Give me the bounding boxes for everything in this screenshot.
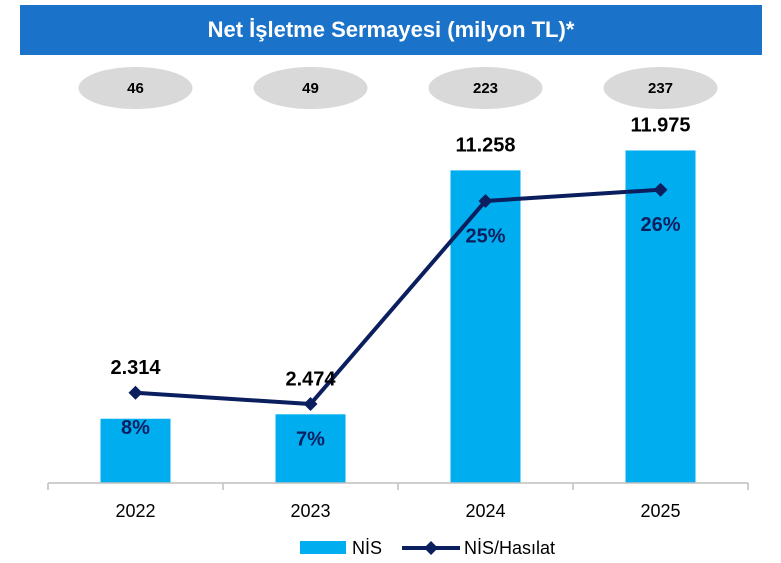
chart-title: Net İşletme Sermayesi (milyon TL)* <box>208 17 575 42</box>
x-tick-label: 2023 <box>290 501 330 521</box>
bar-value-label: 11.975 <box>630 115 690 137</box>
line-marker <box>303 397 318 412</box>
title-bar <box>20 5 762 55</box>
badge <box>78 67 193 109</box>
badge <box>603 67 718 109</box>
legend-label: NİS/Hasılat <box>464 538 555 558</box>
x-tick-label: 2024 <box>465 501 505 521</box>
badge-label: 46 <box>127 80 144 97</box>
badge-label: 49 <box>302 80 319 97</box>
badge-label: 223 <box>473 80 498 97</box>
legend-swatch <box>300 541 346 554</box>
line-marker <box>128 385 143 400</box>
line-value-label: 26% <box>640 214 680 236</box>
line-marker <box>478 193 493 208</box>
x-tick-label: 2025 <box>640 501 680 521</box>
line <box>135 187 661 407</box>
legend-label: NİS <box>352 538 382 558</box>
badge <box>428 67 543 109</box>
bar <box>275 414 346 483</box>
bar-value-label: 2.314 <box>110 357 161 379</box>
line-value-label: 25% <box>465 225 505 247</box>
bar-value-label: 11.258 <box>455 135 515 157</box>
badge-label: 237 <box>648 80 673 97</box>
bar <box>100 418 171 483</box>
line-marker <box>653 182 668 197</box>
line-value-label: 8% <box>121 417 150 439</box>
line-value-label: 7% <box>296 428 325 450</box>
bar <box>625 150 696 484</box>
bar <box>450 170 521 483</box>
bar-value-label: 2.474 <box>285 368 336 390</box>
x-tick-label: 2022 <box>115 501 155 521</box>
badge <box>253 67 368 109</box>
legend-marker <box>424 541 439 555</box>
